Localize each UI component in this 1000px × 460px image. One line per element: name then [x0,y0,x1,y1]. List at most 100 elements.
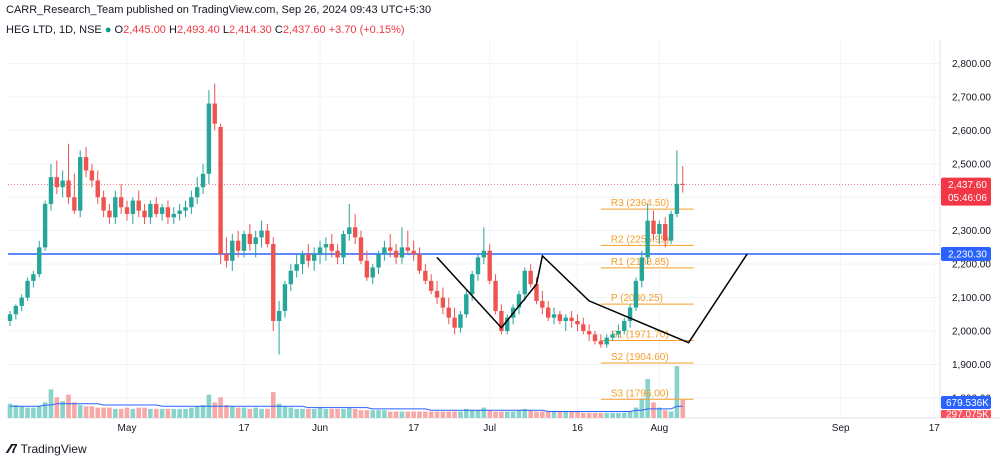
volume-bar [72,402,77,418]
candle-body [113,197,118,218]
volume-ma-tag-text: 679.536K [946,398,989,409]
candle-body [107,210,112,218]
pattern-trendline [436,253,748,344]
candle-body [323,244,329,248]
volume-bar [534,411,539,418]
price-tick-label: 2,500.00 [952,159,991,170]
candle-body [622,320,627,332]
volume-bar [101,407,106,418]
candle-body [341,234,346,258]
volume-bar [657,407,662,418]
candle-body [212,103,217,124]
volume-bar [218,397,223,418]
volume-bar [282,406,288,418]
candle-body [13,305,19,315]
volume-bar [387,411,393,418]
volume-bar [300,408,305,418]
volume-bar [177,408,182,418]
volume-bar [475,410,481,418]
candle-body [534,284,539,301]
candle-body [282,284,288,311]
candle-body [645,220,650,258]
candle-body [317,247,323,255]
time-tick-label: Sep [832,423,850,434]
candle-body [499,310,504,332]
candle-body [505,317,510,332]
brand-name: TradingView [20,441,87,456]
volume-bar [668,411,674,418]
price-axis[interactable]: 2,800.002,700.002,600.002,500.002,400.00… [952,59,991,405]
volume-bar [551,411,557,418]
volume-bar [598,412,604,418]
volume-bar [662,410,668,418]
volume-bar [563,411,569,418]
volume-bar [341,408,346,418]
candle-body [557,314,563,321]
candle-body [440,297,446,308]
candle-body [306,254,311,261]
volume-bar [347,407,352,418]
volume-bar [592,412,598,418]
candle-body [235,240,241,251]
time-tick-label: Jul [483,423,496,434]
volume-bar [428,411,434,418]
candle-body [475,257,481,275]
last-price-tag [941,177,991,206]
volume-bar [528,410,533,418]
candle-body [83,157,89,171]
tradingview-logo[interactable]: ⁄⁄7 TradingView [8,441,87,456]
candle-body [271,244,276,321]
volume-bar [136,407,141,418]
candle-body [586,331,592,335]
volume-ma-line [10,403,683,412]
volume-bar [48,389,54,418]
open-indicator-icon: ● [104,24,112,36]
volume-bar [288,407,294,418]
publish-info: CARR_Research_Team published on TradingV… [6,4,432,16]
candle-body [171,213,176,218]
volume-bar [522,408,528,418]
candle-body [469,274,475,295]
volume-bar [633,407,639,418]
candle-body [575,320,580,325]
candle-body [31,274,36,281]
candle-body [546,307,551,318]
candle-body [370,267,375,278]
pattern-trendlines[interactable] [436,253,748,344]
volume-bar [645,379,650,418]
volume-bar [153,408,159,418]
pivot-label: R3 (2364.50) [611,198,669,209]
close-value: 2,437.60 [282,24,326,36]
horizontal-line[interactable] [8,184,940,255]
volume-bar [423,411,428,418]
candle-body [224,254,229,261]
volume-bar [358,410,364,418]
symbol-ohlc-bar: HEG LTD, 1D, NSE ● O2,445.00 H2,493.40 L… [6,24,405,36]
time-axis[interactable]: May17Jun17Jul16AugSep17Oct17NovDec [118,423,1000,434]
candle-body [118,197,124,208]
volume-bar [516,410,522,418]
candle-body [54,177,59,188]
volume-bar [575,411,580,418]
candle-body [657,223,662,235]
price-tick-label: 2,600.00 [952,126,991,137]
volume-bar [200,405,206,418]
volume-bar [323,408,329,418]
volume-bar [317,407,323,418]
time-tick-label: 16 [572,423,584,434]
symbol-name[interactable]: HEG LTD, 1D, NSE [6,24,102,36]
last-price-tag-text: 2,437.60 [948,180,987,191]
pivot-label: R2 (2255.95) [611,234,669,245]
candle-body [627,307,633,321]
candle-body [429,280,434,291]
open-value: 2,445.00 [123,24,166,36]
volume-bar [259,408,264,418]
volume-bar [148,408,153,418]
volume-bar [142,407,147,418]
candle-body [101,197,106,211]
candle-body [218,126,223,255]
volume-bar [25,407,30,418]
volume-bar [241,407,247,418]
